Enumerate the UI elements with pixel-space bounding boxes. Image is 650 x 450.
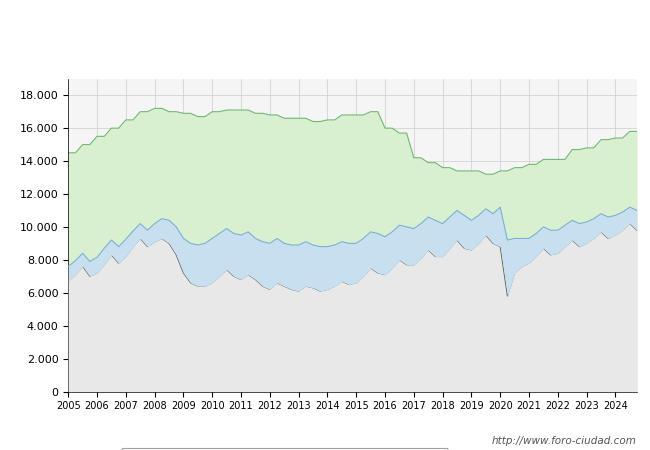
Text: Calp - Evolucion de la poblacion en edad de Trabajar Septiembre de 2024: Calp - Evolucion de la poblacion en edad… xyxy=(79,22,571,35)
Text: http://www.foro-ciudad.com: http://www.foro-ciudad.com xyxy=(492,436,637,446)
Legend: Ocupados, Parados, Hab. entre 16-64: Ocupados, Parados, Hab. entre 16-64 xyxy=(121,448,448,450)
